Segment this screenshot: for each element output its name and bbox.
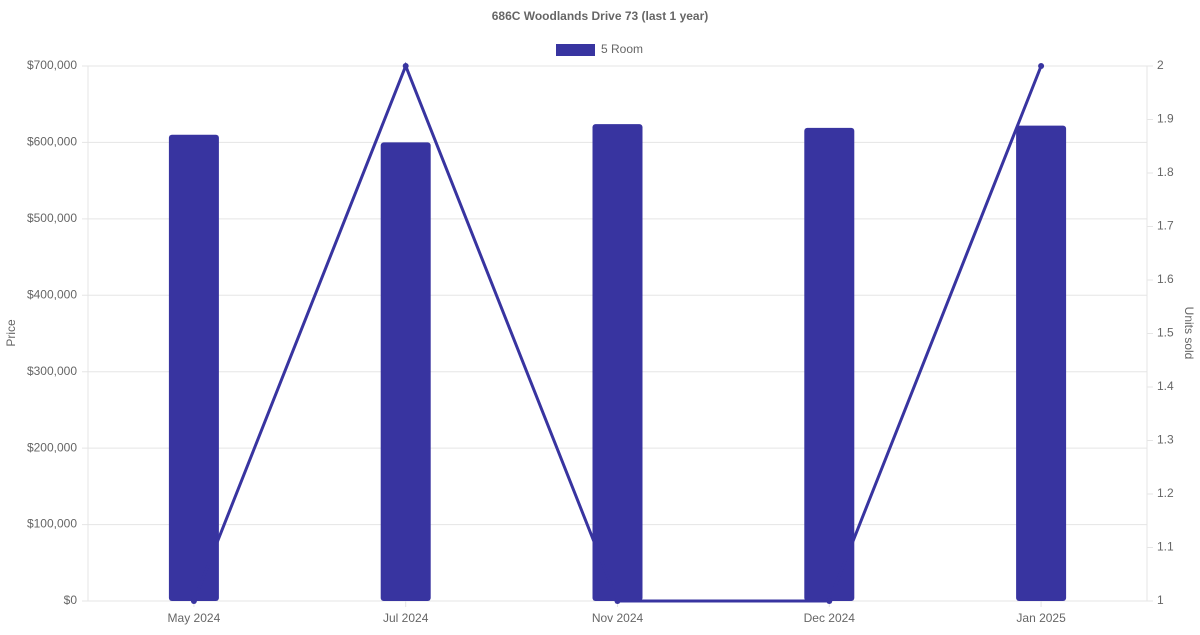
y2-tick-label: 1.4 bbox=[1157, 379, 1174, 393]
x-tick-label: Dec 2024 bbox=[804, 611, 856, 625]
y2-tick-label: 1.8 bbox=[1157, 165, 1174, 179]
line-point bbox=[826, 598, 833, 604]
y-tick-label: $500,000 bbox=[27, 211, 77, 225]
legend-label: 5 Room bbox=[601, 42, 643, 56]
y2-tick-label: 1 bbox=[1157, 593, 1164, 607]
x-tick-label: Jul 2024 bbox=[383, 611, 429, 625]
y-tick-label: $600,000 bbox=[27, 135, 77, 149]
y2-tick-label: 1.3 bbox=[1157, 433, 1174, 447]
y2-axis-title: Units sold bbox=[1182, 307, 1196, 360]
bar bbox=[804, 127, 855, 602]
legend-swatch bbox=[556, 44, 595, 56]
y2-tick-label: 1.5 bbox=[1157, 326, 1174, 340]
y2-tick-label: 1.7 bbox=[1157, 219, 1174, 233]
line-point bbox=[614, 598, 621, 604]
y2-tick-label: 1.9 bbox=[1157, 112, 1174, 126]
y-tick-label: $0 bbox=[64, 593, 78, 607]
y-tick-label: $300,000 bbox=[27, 364, 77, 378]
bar bbox=[168, 134, 219, 602]
line-point bbox=[1038, 63, 1045, 69]
line-point bbox=[190, 598, 197, 604]
x-tick-label: Nov 2024 bbox=[592, 611, 644, 625]
y-tick-label: $100,000 bbox=[27, 517, 77, 531]
y2-tick-label: 2 bbox=[1157, 58, 1164, 72]
y-tick-label: $200,000 bbox=[27, 440, 77, 454]
y2-tick-label: 1.2 bbox=[1157, 486, 1174, 500]
chart-title: 686C Woodlands Drive 73 (last 1 year) bbox=[492, 9, 709, 23]
bar bbox=[380, 142, 431, 601]
y-axis-title: Price bbox=[4, 319, 18, 347]
line-point bbox=[402, 63, 409, 69]
y2-tick-label: 1.1 bbox=[1157, 540, 1174, 554]
x-tick-label: May 2024 bbox=[168, 611, 221, 625]
x-tick-label: Jan 2025 bbox=[1016, 611, 1066, 625]
y-tick-label: $700,000 bbox=[27, 58, 77, 72]
y2-tick-label: 1.6 bbox=[1157, 272, 1174, 286]
bar bbox=[592, 124, 643, 601]
bar bbox=[1016, 125, 1067, 601]
y-tick-label: $400,000 bbox=[27, 287, 77, 301]
